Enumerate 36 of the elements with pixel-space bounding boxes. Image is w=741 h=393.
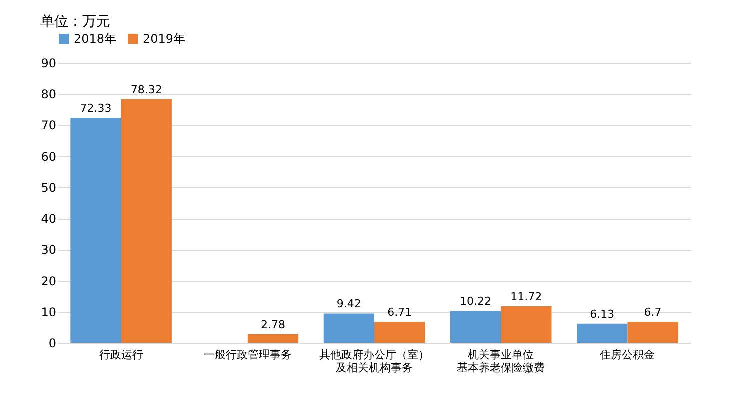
bar	[121, 99, 172, 343]
x-tick-label: 其他政府办公厅（室）及相关机构事务	[320, 348, 430, 374]
y-tick-label: 10	[41, 305, 56, 320]
x-tick-label: 机关事业单位基本养老保险缴费	[457, 348, 546, 374]
data-label: 6.71	[388, 306, 412, 320]
data-label: 6.7	[644, 306, 662, 320]
y-tick-label: 90	[41, 56, 56, 70]
data-label: 78.32	[130, 83, 162, 96]
bar	[450, 311, 502, 343]
y-tick-label: 70	[41, 118, 56, 133]
bar	[374, 322, 426, 343]
legend-label: 2019年	[143, 32, 186, 46]
bar	[70, 118, 122, 343]
y-tick-label: 50	[41, 180, 56, 195]
chart-title: 单位：万元	[40, 14, 111, 30]
legend-label: 2018年	[74, 32, 117, 46]
y-tick-label: 80	[41, 88, 56, 102]
bar	[324, 314, 374, 343]
data-label: 72.33	[80, 102, 112, 115]
bar	[501, 306, 552, 343]
x-tick-label: 行政运行	[99, 348, 144, 362]
y-tick-label: 0	[48, 336, 56, 350]
bar	[577, 324, 628, 343]
bar	[628, 322, 678, 343]
bar	[248, 334, 299, 343]
y-tick-label: 40	[41, 212, 56, 226]
y-tick-label: 60	[41, 150, 56, 164]
data-label: 10.22	[460, 295, 492, 308]
y-tick-label: 20	[41, 274, 56, 288]
data-label: 2.78	[260, 318, 286, 332]
data-label: 9.42	[336, 298, 362, 311]
data-label: 6.13	[590, 308, 615, 321]
x-tick-label: 一般行政管理事务	[204, 348, 292, 362]
data-label: 11.72	[510, 290, 542, 304]
y-tick-label: 30	[41, 243, 56, 258]
x-tick-label: 住房公积金	[600, 348, 656, 362]
